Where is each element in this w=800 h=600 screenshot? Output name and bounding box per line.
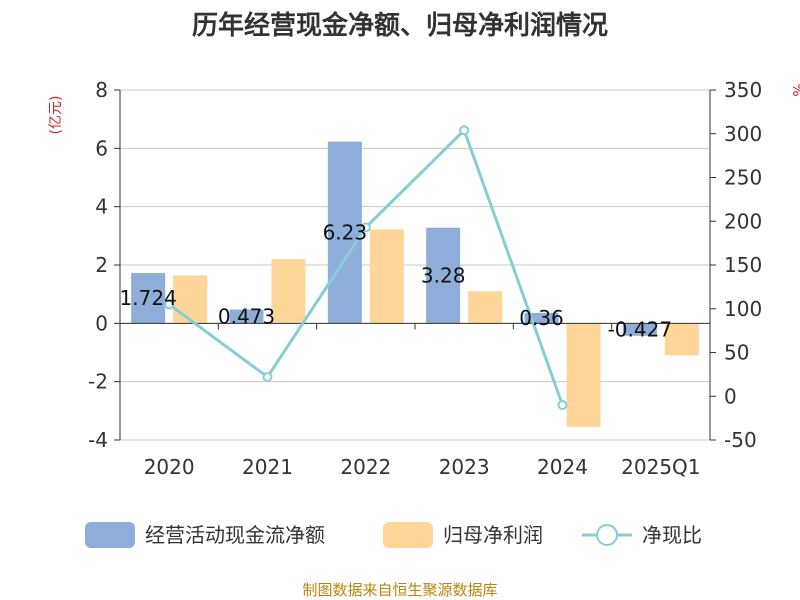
legend-swatch [383,522,433,548]
left-tick-label: -4 [88,428,108,452]
net-cash-ratio-point [459,125,470,136]
right-tick-label: -50 [724,428,757,452]
left-tick-label: -2 [88,370,108,394]
net-profit-bar [468,291,503,324]
cashflow-data-label: 3.28 [421,264,466,288]
left-tick-label: 6 [95,136,108,160]
legend-label: 归母净利润 [443,523,543,547]
net-cash-ratio-point [360,222,371,233]
axes: -4 -2 0 2 4 6 8 -50 0 50 100 150 200 250 300 350 2020 202… [88,78,762,479]
right-tick-label: 50 [724,341,749,365]
legend-marker [596,524,618,546]
net-cash-ratio-point [557,400,568,410]
bars [131,141,699,427]
net-profit-bar [173,275,208,324]
data-labels: 1.724 0.473 6.23 3.28 0.36 -0.427 [120,220,673,341]
legend-label: 经营活动现金流净额 [145,523,325,547]
cashflow-data-label: 0.36 [519,306,564,330]
cashflow-bar [131,273,166,324]
net-profit-bar [271,259,306,324]
right-tick-label: 0 [724,384,737,408]
net-profit-bar [566,323,601,427]
category-label: 2022 [340,455,391,479]
category-label: 2023 [439,455,490,479]
category-label: 2024 [537,455,588,479]
cashflow-bar [327,141,362,324]
right-tick-label: 300 [724,122,762,146]
left-axis-unit: (亿元) [48,96,64,135]
cashflow-data-label: -0.427 [608,318,672,342]
cashflow-bar [229,309,264,324]
right-tick-label: 250 [724,166,762,190]
net-cash-ratio-point [164,299,175,310]
cashflow-data-label: 0.473 [218,304,275,328]
cashflow-bar [524,312,559,324]
left-tick-label: 2 [95,253,108,277]
grid [120,89,710,441]
cashflow-bar [622,323,657,336]
left-tick-label: 0 [95,311,108,335]
category-label: 2021 [242,455,293,479]
left-tick-label: 4 [95,195,108,219]
right-tick-label: 100 [724,297,762,321]
net-cash-ratio-line [168,127,564,406]
legend-swatch [85,522,135,548]
cashflow-bar [426,227,461,324]
source-note: 制图数据来自恒生聚源数据库 [302,581,497,599]
line-series [164,125,568,410]
chart-title: 历年经营现金净额、归母净利润情况 [192,10,608,41]
cashflow-data-label: 1.724 [120,286,177,310]
cashflow-data-label: 6.23 [323,220,368,244]
right-axis-unit: % [789,83,800,96]
category-label: 2020 [144,455,195,479]
left-tick-label: 8 [95,78,108,102]
net-profit-bar [664,323,699,356]
right-tick-label: 200 [724,209,762,233]
net-cash-ratio-point [262,372,273,382]
net-profit-bar [369,229,404,324]
category-label: 2025Q1 [621,455,700,479]
legend-label: 净现比 [642,523,702,547]
right-tick-label: 350 [724,78,762,102]
legend: 经营活动现金流净额 归母净利润 净现比 [85,522,702,548]
right-tick-label: 150 [724,253,762,277]
